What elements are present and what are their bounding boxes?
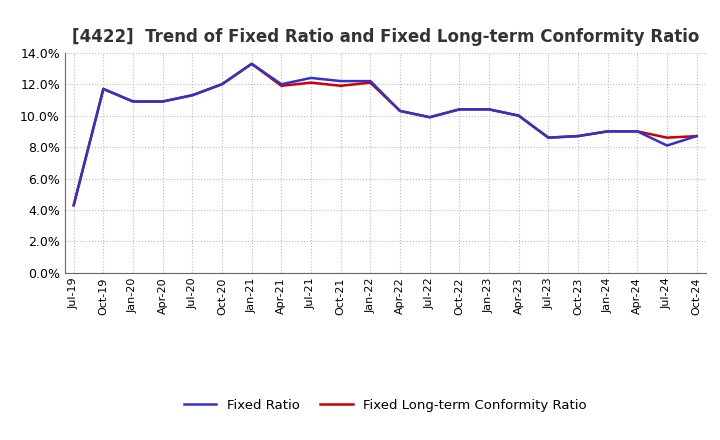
Fixed Ratio [158,99,167,104]
Fixed Ratio [307,75,315,81]
Fixed Ratio [396,108,405,114]
Fixed Ratio [217,81,226,87]
Fixed Ratio [485,107,493,112]
Fixed Ratio [99,86,108,92]
Fixed Ratio [603,129,612,134]
Fixed Long-term Conformity Ratio [662,135,671,140]
Title: [4422]  Trend of Fixed Ratio and Fixed Long-term Conformity Ratio: [4422] Trend of Fixed Ratio and Fixed Lo… [71,28,699,46]
Fixed Ratio [662,143,671,148]
Fixed Long-term Conformity Ratio [158,99,167,104]
Fixed Long-term Conformity Ratio [336,83,345,88]
Fixed Long-term Conformity Ratio [426,114,434,120]
Fixed Long-term Conformity Ratio [514,113,523,118]
Fixed Long-term Conformity Ratio [603,129,612,134]
Fixed Ratio [277,81,286,87]
Fixed Long-term Conformity Ratio [485,107,493,112]
Fixed Ratio [336,78,345,84]
Fixed Ratio [574,133,582,139]
Fixed Ratio [455,107,464,112]
Fixed Long-term Conformity Ratio [277,83,286,88]
Fixed Ratio [129,99,138,104]
Line: Fixed Ratio: Fixed Ratio [73,64,697,205]
Fixed Long-term Conformity Ratio [69,202,78,208]
Fixed Ratio [544,135,553,140]
Fixed Long-term Conformity Ratio [544,135,553,140]
Legend: Fixed Ratio, Fixed Long-term Conformity Ratio: Fixed Ratio, Fixed Long-term Conformity … [179,394,592,418]
Fixed Long-term Conformity Ratio [217,81,226,87]
Fixed Long-term Conformity Ratio [693,133,701,139]
Fixed Long-term Conformity Ratio [574,133,582,139]
Fixed Long-term Conformity Ratio [129,99,138,104]
Fixed Long-term Conformity Ratio [455,107,464,112]
Fixed Ratio [633,129,642,134]
Fixed Ratio [366,78,374,84]
Fixed Ratio [69,202,78,208]
Fixed Long-term Conformity Ratio [396,108,405,114]
Fixed Ratio [514,113,523,118]
Fixed Ratio [426,114,434,120]
Fixed Long-term Conformity Ratio [307,80,315,85]
Fixed Ratio [188,92,197,98]
Fixed Long-term Conformity Ratio [248,61,256,66]
Fixed Long-term Conformity Ratio [99,86,108,92]
Fixed Long-term Conformity Ratio [633,129,642,134]
Fixed Ratio [693,133,701,139]
Fixed Long-term Conformity Ratio [366,80,374,85]
Fixed Ratio [248,61,256,66]
Line: Fixed Long-term Conformity Ratio: Fixed Long-term Conformity Ratio [73,64,697,205]
Fixed Long-term Conformity Ratio [188,92,197,98]
